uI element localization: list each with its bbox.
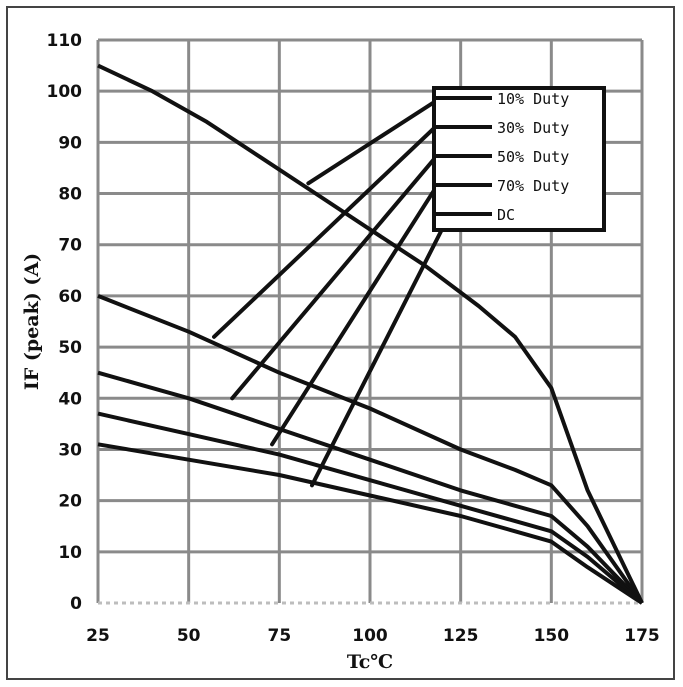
y-tick-label-5: 50	[58, 338, 82, 358]
y-tick-label-6: 60	[58, 287, 82, 307]
y-tick-label-1: 10	[58, 543, 82, 563]
x-tick-label-6: 175	[624, 626, 660, 646]
leader-line-1	[212, 125, 438, 339]
x-tick-label-0: 25	[86, 626, 110, 646]
legend-box	[432, 86, 606, 232]
y-tick-label-3: 30	[58, 440, 82, 460]
y-tick-labels: 0 10 20 30 40 50 60 70 80 90 100 110	[47, 31, 83, 614]
legend-label-2: 50% Duty	[497, 148, 569, 166]
y-tick-label-4: 40	[58, 389, 82, 409]
x-tick-label-4: 125	[443, 626, 479, 646]
series-line-2	[97, 370, 644, 605]
leader-line-3	[270, 186, 438, 447]
legend-label-4: DC	[497, 206, 515, 224]
y-tick-label-2: 20	[58, 492, 82, 512]
x-tick-label-3: 100	[352, 626, 388, 646]
leader-lines	[212, 99, 452, 488]
y-tick-label-10: 100	[47, 82, 83, 102]
x-tick-label-2: 75	[267, 626, 291, 646]
leader-line-2	[230, 155, 438, 401]
series-line-4	[97, 442, 644, 605]
y-axis-title: IF (peak) (A)	[21, 253, 43, 390]
series-line-1	[97, 294, 644, 605]
y-tick-label-7: 70	[58, 236, 82, 256]
legend: 10% Duty 30% Duty 50% Duty 70% Duty DC	[432, 86, 606, 232]
leader-line-0	[306, 99, 438, 186]
legend-label-1: 30% Duty	[497, 119, 569, 137]
y-tick-label-11: 110	[47, 31, 83, 51]
legend-label-0: 10% Duty	[497, 90, 569, 108]
y-tick-label-9: 90	[58, 133, 82, 153]
legend-label-3: 70% Duty	[497, 177, 569, 195]
x-tick-labels: 25 50 75 100 125 150 175	[86, 626, 660, 646]
x-tick-label-1: 50	[177, 626, 201, 646]
series-line-3	[97, 411, 644, 605]
y-tick-label-8: 80	[58, 185, 82, 205]
y-tick-label-0: 0	[70, 594, 82, 614]
x-axis-title: Tc℃	[347, 651, 393, 673]
leader-line-4	[309, 212, 452, 488]
x-tick-label-5: 150	[534, 626, 570, 646]
